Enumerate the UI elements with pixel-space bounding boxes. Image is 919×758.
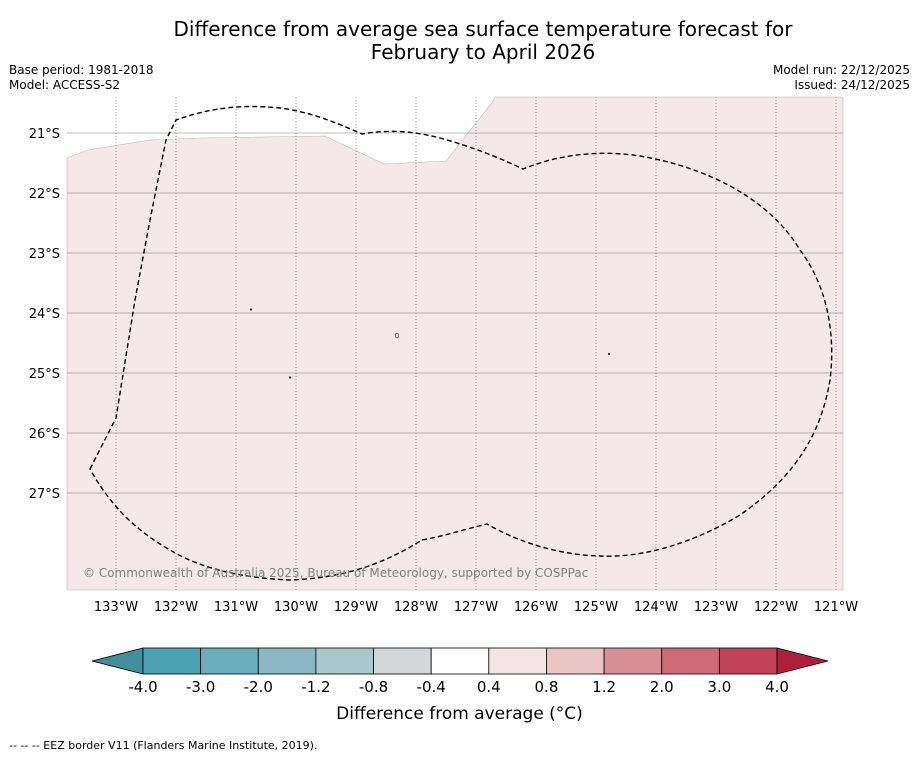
colorbar-tick-label: -1.2 [301,678,330,696]
latitude-gridlines [67,132,843,494]
lon-label: 122°W [754,600,798,615]
eez-footnote: -- -- -- EEZ border V11 (Flanders Marine… [9,739,318,752]
colorbar-bin [142,647,202,675]
longitude-gridlines [115,97,837,590]
colorbar-label: Difference from average (°C) [336,704,583,724]
title-line-1: Difference from average sea surface temp… [173,17,793,41]
lon-label: 128°W [394,600,438,615]
colorbar-bin [257,647,317,675]
lat-label: 21°S [29,127,60,142]
lon-label: 123°W [694,600,738,615]
colorbar-tick-label: -3.0 [186,678,215,696]
colorbar-bin [373,647,432,675]
copyright-notice: © Commonwealth of Australia 2025, Bureau… [83,566,588,580]
lon-label: 125°W [574,600,618,615]
colorbar-tick-label: -2.0 [244,678,273,696]
lon-label: 124°W [634,600,678,615]
lon-label: 121°W [814,600,858,615]
island-marker [288,376,292,379]
colorbar-bin [488,647,547,675]
colorbar-bin [430,647,490,675]
lon-label: 132°W [154,600,198,615]
lat-label: 27°S [29,487,60,502]
lat-label: 23°S [29,247,60,262]
sst-anomaly-region [66,96,844,591]
map-area [66,96,844,591]
map-figure: 21°S 22°S 23°S 24°S 25°S 26°S 27°S 133°W… [29,96,858,696]
colorbar-tick-label: 0.4 [477,678,501,696]
latitude-labels: 21°S 22°S 23°S 24°S 25°S 26°S 27°S [29,127,60,502]
island-marker [249,308,253,311]
issued-date: Issued: 24/12/2025 [794,78,910,92]
lon-label: 129°W [334,600,378,615]
eez-border [89,105,833,581]
lat-label: 24°S [29,307,60,322]
colorbar-bin [603,647,663,675]
chart-title: Difference from average sea surface temp… [0,18,919,64]
colorbar-tick-label: 1.2 [592,678,616,696]
longitude-labels: 133°W 132°W 131°W 130°W 129°W 128°W 127°… [94,600,858,615]
colorbar-tick-label: 4.0 [765,678,789,696]
meta-right: Model run: 22/12/2025 Issued: 24/12/2025 [773,63,910,93]
lon-label: 127°W [454,600,498,615]
model-run: Model run: 22/12/2025 [772,63,910,77]
island-marker [607,352,611,356]
colorbar-bin [200,647,259,675]
colorbar-tick-label: -0.4 [417,678,446,696]
colorbar-extend-low [91,647,144,675]
lon-label: 133°W [94,600,138,615]
title-line-2: February to April 2026 [370,40,596,64]
colorbar-tick-label: 2.0 [650,678,674,696]
meta-left: Base period: 1981-2018 Model: ACCESS-S2 [9,63,154,93]
colorbar: -4.0 -3.0 -2.0 -1.2 -0.8 -0.4 0.4 0.8 1.2 2.0 3.0 4… [91,647,829,696]
lat-label: 25°S [29,367,60,382]
colorbar-tick-label: 3.0 [707,678,731,696]
islands [249,308,611,379]
lat-label: 26°S [29,427,60,442]
lon-label: 131°W [214,600,258,615]
model-name: Model: ACCESS-S2 [9,78,121,92]
lon-label: 126°W [514,600,558,615]
colorbar-tick-label: -0.8 [359,678,388,696]
lat-label: 22°S [29,187,60,202]
colorbar-bin [315,647,374,675]
island-marker [394,332,400,339]
colorbar-extend-high [776,647,829,675]
colorbar-tick-label: -4.0 [128,678,157,696]
lon-label: 130°W [274,600,318,615]
colorbar-bin [546,647,605,675]
colorbar-bin [718,647,778,675]
colorbar-bin [661,647,720,675]
colorbar-tick-label: 0.8 [535,678,559,696]
base-period: Base period: 1981-2018 [9,63,154,77]
